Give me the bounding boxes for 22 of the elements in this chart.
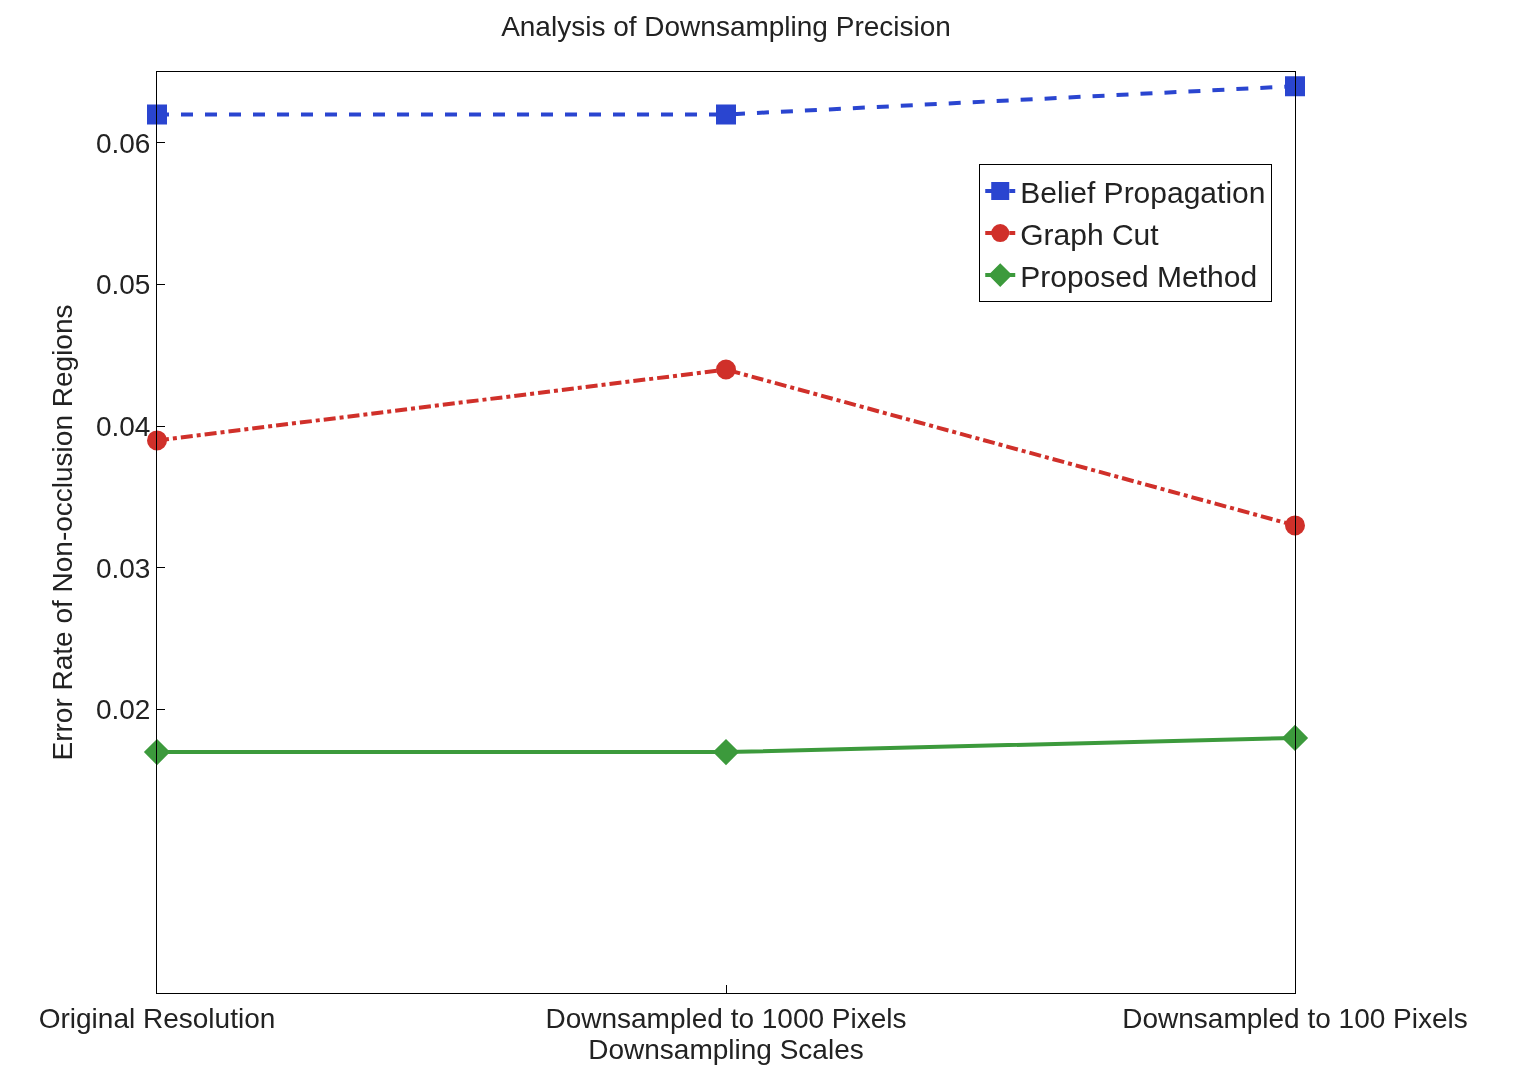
x-tick-label: Downsampled to 100 Pixels — [1122, 1002, 1468, 1034]
y-tick-label: 0.02 — [95, 694, 151, 726]
x-tick-label: Original Resolution — [38, 1002, 276, 1034]
point — [1285, 76, 1305, 97]
point — [1282, 725, 1308, 751]
point — [144, 739, 170, 765]
legend-label: Proposed Method — [1020, 259, 1258, 293]
legend-label: Graph Cut — [1020, 217, 1160, 251]
y-tick-label: 0.03 — [95, 552, 151, 584]
point — [716, 104, 736, 125]
y-tick-label: 0.06 — [95, 127, 151, 159]
point — [147, 104, 167, 125]
point — [713, 739, 739, 765]
y-axis-title: Error Rate of Non-occlusion Regions — [46, 304, 78, 761]
point — [1285, 515, 1305, 536]
x-axis-title: Downsampling Scales — [588, 1033, 864, 1065]
point — [716, 359, 736, 380]
chart-title: Analysis of Downsampling Precision — [501, 10, 951, 42]
y-tick-label: 0.04 — [95, 411, 151, 443]
legend-label: Belief Propagation — [1020, 175, 1266, 209]
x-tick-label: Downsampled to 1000 Pixels — [545, 1002, 907, 1034]
y-tick-label: 0.05 — [95, 269, 151, 301]
